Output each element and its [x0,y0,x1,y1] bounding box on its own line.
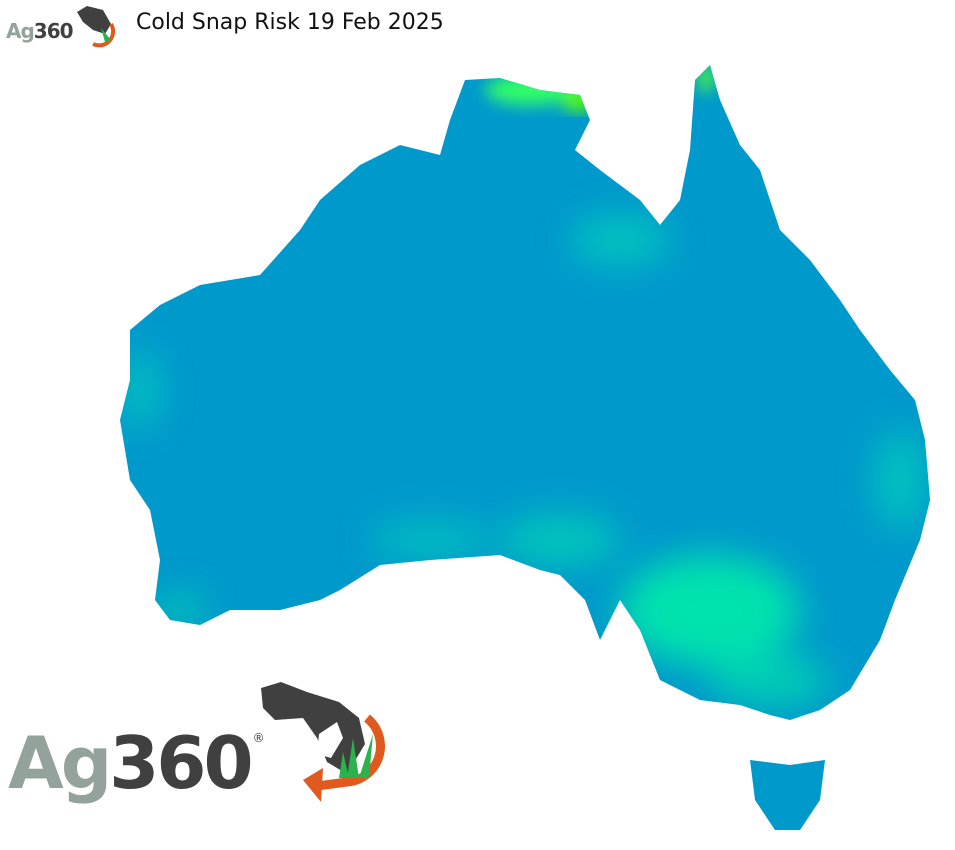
map-title: Cold Snap Risk 19 Feb 2025 [136,10,444,35]
cow-arrow-icon [76,6,115,48]
logo-text-360: 360 [33,19,74,43]
ag360-logo-small: Ag 360 [6,4,119,48]
logo-text-ag: Ag [8,721,112,805]
ag360-logo: Ag 360 ® [8,678,387,808]
registered-mark: ® [252,731,265,745]
logo-text-360: 360 [109,721,253,805]
cow-arrow-icon [260,682,385,802]
logo-text-ag: Ag [6,19,35,43]
moderate-risk-zones [122,215,925,705]
